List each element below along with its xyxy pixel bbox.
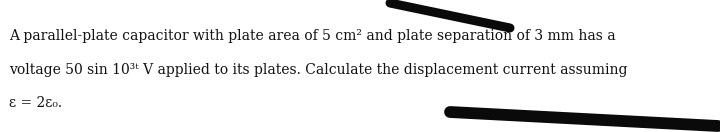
Text: voltage 50 sin 10³ᵗ V applied to its plates. Calculate the displacement current : voltage 50 sin 10³ᵗ V applied to its pla… — [9, 63, 627, 77]
Text: ε = 2ε₀.: ε = 2ε₀. — [9, 96, 62, 110]
Text: A parallel-plate capacitor with plate area of 5 cm² and plate separation of 3 mm: A parallel-plate capacitor with plate ar… — [9, 29, 616, 43]
